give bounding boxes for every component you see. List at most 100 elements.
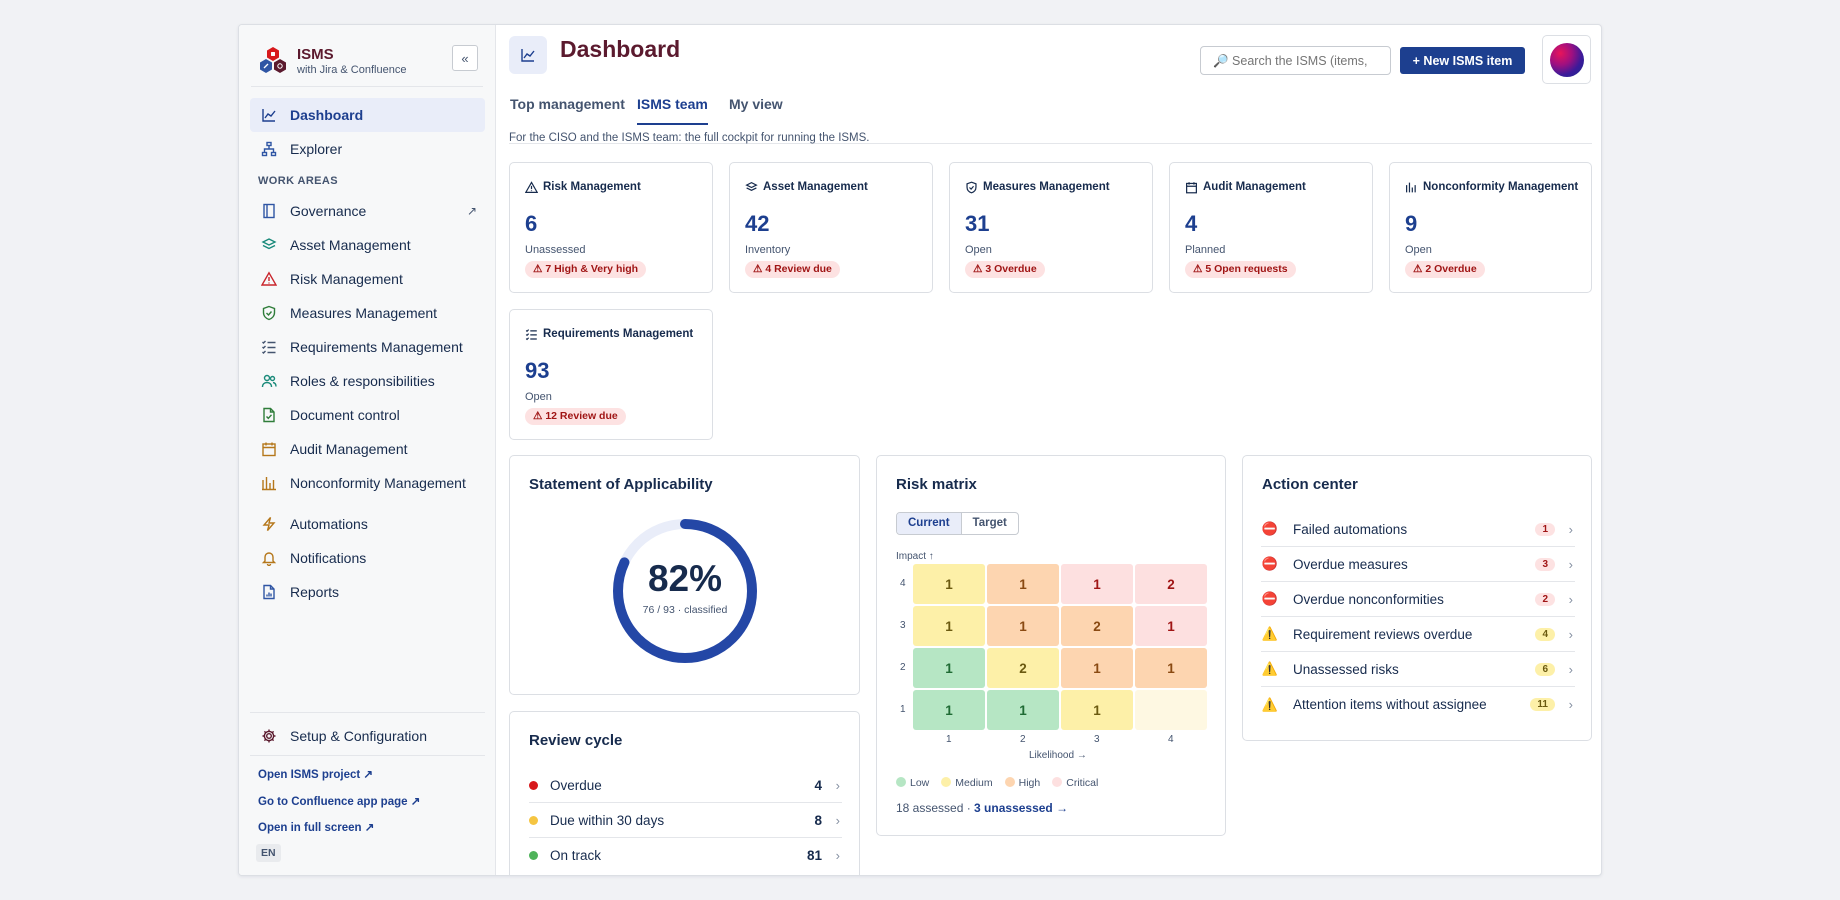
new-isms-item-button[interactable]: + New ISMS item [1400,47,1525,74]
module-card-requirements[interactable]: Requirements Management 93 Open ⚠ 12 Rev… [509,309,713,440]
confluence-app-page-link[interactable]: Go to Confluence app page ↗ [258,795,421,808]
open-isms-project-link[interactable]: Open ISMS project ↗ [258,769,374,781]
external-link-icon: ↗ [466,204,477,218]
legend-item-high: High [1004,777,1040,789]
sidebar-item-asset-management[interactable]: Asset Management [250,228,485,262]
tab-my-view[interactable]: My view [729,96,783,112]
review-row-label: Overdue [550,777,602,793]
sidebar-item-dashboard[interactable]: Dashboard [250,98,485,132]
review-row-label: On track [550,848,602,863]
sidebar-item-roles[interactable]: Roles & responsibilities [250,364,485,398]
sidebar-item-label: Risk Management [290,271,403,287]
module-card-caption: Inventory [745,244,791,256]
status-dot [529,780,538,790]
module-card-risk[interactable]: Risk Management 6 Unassessed ⚠ 7 High & … [509,162,713,293]
alert-badge[interactable]: ⚠ 5 Open requests [1185,261,1296,278]
alert-badge[interactable]: ⚠ 12 Review due [525,408,626,425]
open-full-screen-link[interactable]: Open in full screen ↗ [258,822,375,834]
sidebar-item-reports[interactable]: Reports [250,575,485,609]
sidebar-item-measures-management[interactable]: Measures Management [250,296,485,330]
action-item[interactable]: ⛔ Failed automations 1 › [1261,512,1575,547]
collapse-sidebar-button[interactable]: « [452,45,478,71]
chevron-right-icon: › [1568,626,1573,642]
view-description: For the CISO and the ISMS team: the full… [509,132,870,144]
matrix-cell[interactable]: 1 [1135,648,1207,688]
action-item[interactable]: ⚠️ Attention items without assignee 11 › [1261,687,1575,722]
chevron-right-icon: › [1568,556,1573,572]
users-icon [260,372,278,390]
tab-top-management[interactable]: Top management [510,96,625,112]
toggle-target[interactable]: Target [972,517,1007,529]
error-icon: ⛔ [1261,556,1279,571]
module-card-title: Asset Management [763,181,868,193]
matrix-cell[interactable]: 1 [987,606,1059,646]
review-row-overdue[interactable]: Overdue 4 › [529,768,842,803]
module-card-measures[interactable]: Measures Management 31 Open ⚠ 3 Overdue [949,162,1153,293]
y-tick-label: 2 [900,662,906,673]
alert-badge[interactable]: ⚠ 3 Overdue [965,261,1045,278]
matrix-cell[interactable]: 1 [987,690,1059,730]
module-card-nonconformity[interactable]: Nonconformity Management 9 Open ⚠ 2 Over… [1389,162,1592,293]
module-card-value: 42 [745,211,770,236]
brand[interactable]: ISMS with Jira & Confluence [257,39,406,83]
matrix-cell[interactable]: 1 [1061,564,1133,604]
brand-title: ISMS [297,45,334,63]
bell-icon [260,549,278,567]
module-card-value: 9 [1405,211,1418,236]
matrix-cell[interactable]: 2 [987,648,1059,688]
matrix-cell[interactable]: 2 [1061,606,1133,646]
matrix-cell[interactable] [1135,690,1207,730]
tab-isms-team[interactable]: ISMS team [637,91,708,125]
module-card-asset[interactable]: Asset Management 42 Inventory ⚠ 4 Review… [729,162,933,293]
module-card-audit[interactable]: Audit Management 4 Planned ⚠ 5 Open requ… [1169,162,1373,293]
matrix-cell[interactable]: 1 [987,564,1059,604]
status-dot [529,851,538,860]
action-item-label: Requirement reviews overdue [1293,626,1473,642]
matrix-cell[interactable]: 1 [1061,690,1133,730]
action-item[interactable]: ⛔ Overdue measures 3 › [1261,547,1575,582]
action-item[interactable]: ⚠️ Requirement reviews overdue 4 › [1261,617,1575,652]
matrix-cell[interactable]: 1 [913,690,985,730]
line-chart-icon [260,106,278,124]
module-card-value: 4 [1185,211,1198,236]
sidebar-item-explorer[interactable]: Explorer [250,132,485,166]
sidebar-item-audit-management[interactable]: Audit Management [250,432,485,466]
sidebar-item-document-control[interactable]: Document control [250,398,485,432]
action-item[interactable]: ⛔ Overdue nonconformities 2 › [1261,582,1575,617]
sidebar-item-nonconformity-management[interactable]: Nonconformity Management [250,466,485,500]
unassessed-link[interactable]: 3 unassessed → [974,801,1069,815]
user-menu[interactable] [1542,35,1591,84]
sidebar-links: Open ISMS project ↗ Go to Confluence app… [250,755,485,862]
panel-title: Risk matrix [896,476,977,493]
soa-donut-chart [613,519,757,663]
x-tick-label: 2 [1020,734,1026,745]
review-row-on-track[interactable]: On track 81 › [529,838,842,873]
review-row-due-soon[interactable]: Due within 30 days 8 › [529,803,842,838]
alert-badge[interactable]: ⚠ 2 Overdue [1405,261,1485,278]
sidebar-item-automations[interactable]: Automations [250,507,485,541]
sidebar-item-setup[interactable]: Setup & Configuration [250,719,485,753]
sidebar-item-governance[interactable]: Governance ↗ [250,194,485,228]
alert-badge[interactable]: ⚠ 7 High & Very high [525,261,647,278]
action-item-label: Overdue nonconformities [1293,591,1444,607]
matrix-cell[interactable]: 1 [913,564,985,604]
module-card-caption: Open [965,244,992,256]
soa-donut[interactable]: 82% 76 / 93 · classified [610,516,760,666]
matrix-cell[interactable]: 1 [913,606,985,646]
matrix-cell[interactable]: 1 [1135,606,1207,646]
sidebar-item-label: Measures Management [290,305,438,321]
sidebar-item-requirements-management[interactable]: Requirements Management [250,330,485,364]
search-input[interactable] [1200,46,1391,75]
status-dot [529,815,538,825]
matrix-cell[interactable]: 1 [1061,648,1133,688]
sidebar-item-risk-management[interactable]: Risk Management [250,262,485,296]
x-tick-label: 3 [1094,734,1100,745]
matrix-cell[interactable]: 1 [913,648,985,688]
alert-badge[interactable]: ⚠ 4 Review due [745,261,840,278]
matrix-cell[interactable]: 2 [1135,564,1207,604]
language-switch[interactable]: EN [256,843,281,862]
sidebar-item-notifications[interactable]: Notifications [250,541,485,575]
toggle-current[interactable]: Current [897,513,962,534]
action-item[interactable]: ⚠️ Unassessed risks 6 › [1261,652,1575,687]
action-item-label: Overdue measures [1293,556,1408,572]
